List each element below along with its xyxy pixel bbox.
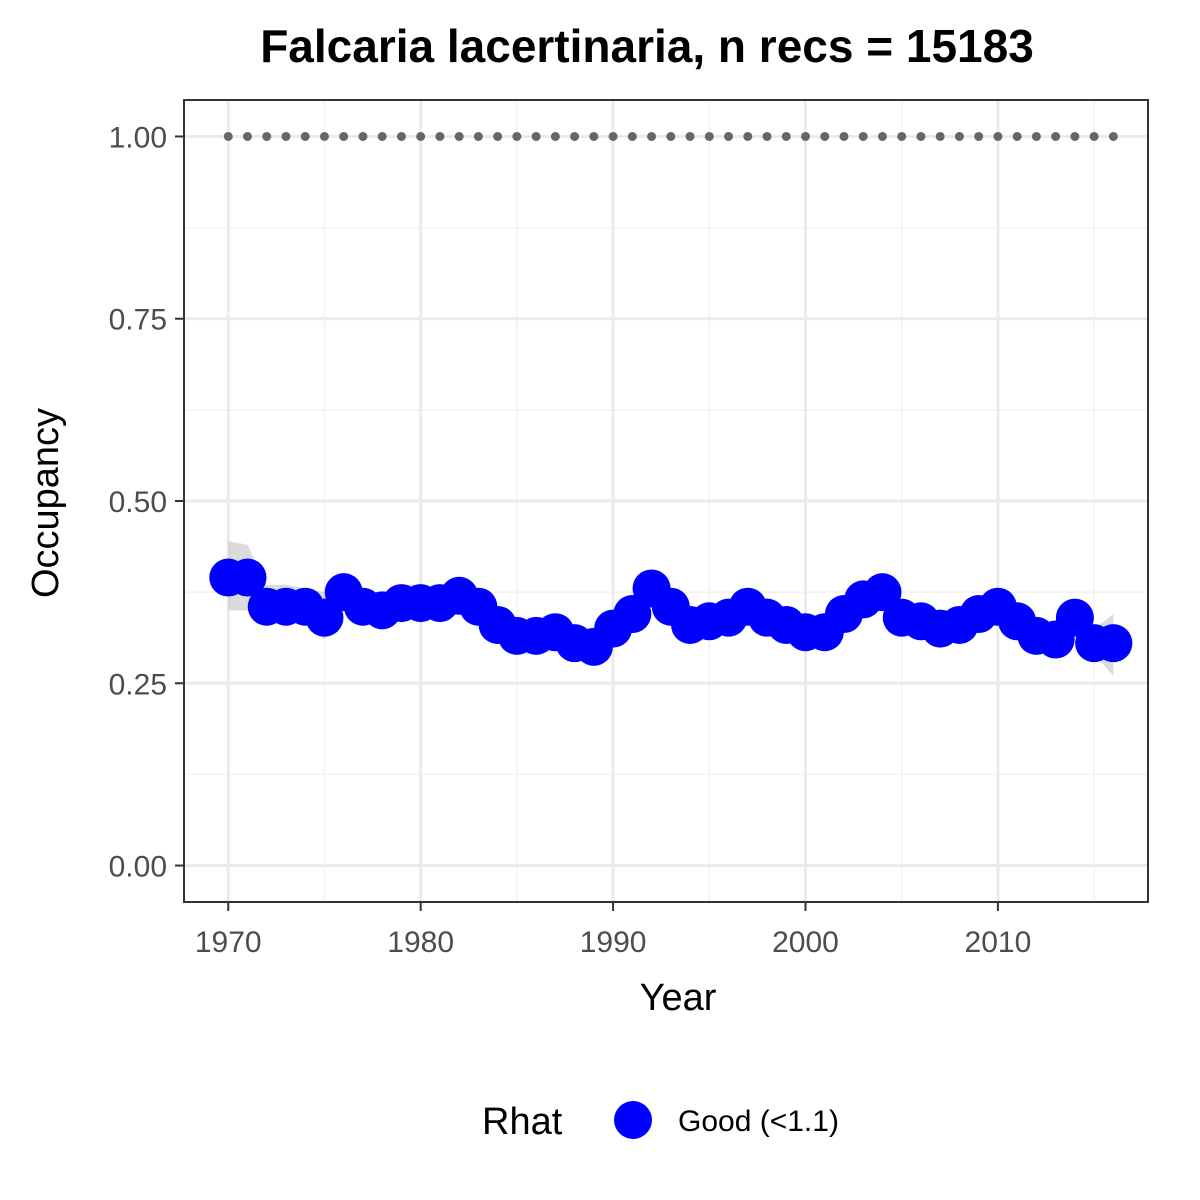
- reference-point: [897, 131, 907, 141]
- reference-point: [570, 131, 580, 141]
- y-tick-label: 0.25: [109, 668, 167, 701]
- reference-point: [358, 131, 368, 141]
- x-tick-label: 1980: [387, 926, 454, 959]
- reference-point: [666, 131, 676, 141]
- occupancy-points: [209, 558, 1133, 666]
- occupancy-point: [1094, 624, 1133, 663]
- y-tick-label: 0.50: [109, 486, 167, 519]
- reference-point: [242, 131, 252, 141]
- reference-point: [954, 131, 964, 141]
- reference-point: [416, 131, 426, 141]
- legend-label-good: Good (<1.1): [678, 1105, 839, 1138]
- reference-point: [820, 131, 830, 141]
- reference-point: [550, 131, 560, 141]
- reference-point: [531, 131, 541, 141]
- reference-point: [685, 131, 695, 141]
- legend-marker-good: [614, 1101, 652, 1139]
- reference-point: [435, 131, 445, 141]
- occupancy-point: [228, 558, 267, 597]
- reference-point: [627, 131, 637, 141]
- reference-point: [1089, 131, 1099, 141]
- reference-points: [223, 131, 1118, 141]
- reference-point: [512, 131, 522, 141]
- reference-point: [608, 131, 618, 141]
- y-tick-label: 0.00: [109, 851, 167, 884]
- reference-point: [493, 131, 503, 141]
- reference-point: [319, 131, 329, 141]
- reference-point: [589, 131, 599, 141]
- reference-point: [300, 131, 310, 141]
- x-axis: 1970 1980 1990 2000 2010: [195, 902, 1031, 959]
- x-tick-label: 1970: [195, 926, 262, 959]
- reference-point: [974, 131, 984, 141]
- reference-point: [1108, 131, 1118, 141]
- x-tick-label: 2010: [965, 926, 1032, 959]
- reference-point: [377, 131, 387, 141]
- reference-point: [281, 131, 291, 141]
- reference-point: [473, 131, 483, 141]
- reference-point: [916, 131, 926, 141]
- reference-point: [877, 131, 887, 141]
- reference-point: [647, 131, 657, 141]
- y-axis: 0.00 0.25 0.50 0.75 1.00: [109, 121, 184, 884]
- x-axis-title: Year: [640, 977, 717, 1019]
- reference-point: [858, 131, 868, 141]
- reference-point: [1012, 131, 1022, 141]
- x-tick-label: 1990: [580, 926, 647, 959]
- reference-point: [993, 131, 1003, 141]
- reference-point: [704, 131, 714, 141]
- reference-point: [935, 131, 945, 141]
- grid-lines: [184, 100, 1148, 902]
- legend: Rhat Good (<1.1): [482, 1101, 839, 1143]
- legend-title: Rhat: [482, 1101, 563, 1143]
- reference-point: [781, 131, 791, 141]
- reference-point: [223, 131, 233, 141]
- reference-point: [396, 131, 406, 141]
- x-tick-label: 2000: [772, 926, 839, 959]
- y-tick-label: 1.00: [109, 121, 167, 154]
- reference-point: [1031, 131, 1041, 141]
- reference-point: [454, 131, 464, 141]
- reference-point: [839, 131, 849, 141]
- reference-point: [1051, 131, 1061, 141]
- reference-point: [339, 131, 349, 141]
- y-axis-title: Occupancy: [25, 408, 67, 598]
- reference-point: [262, 131, 272, 141]
- reference-point: [724, 131, 734, 141]
- reference-point: [1070, 131, 1080, 141]
- reference-point: [743, 131, 753, 141]
- y-tick-label: 0.75: [109, 304, 167, 337]
- reference-point: [801, 131, 811, 141]
- reference-point: [762, 131, 772, 141]
- chart-title: Falcaria lacertinaria, n recs = 15183: [260, 20, 1034, 72]
